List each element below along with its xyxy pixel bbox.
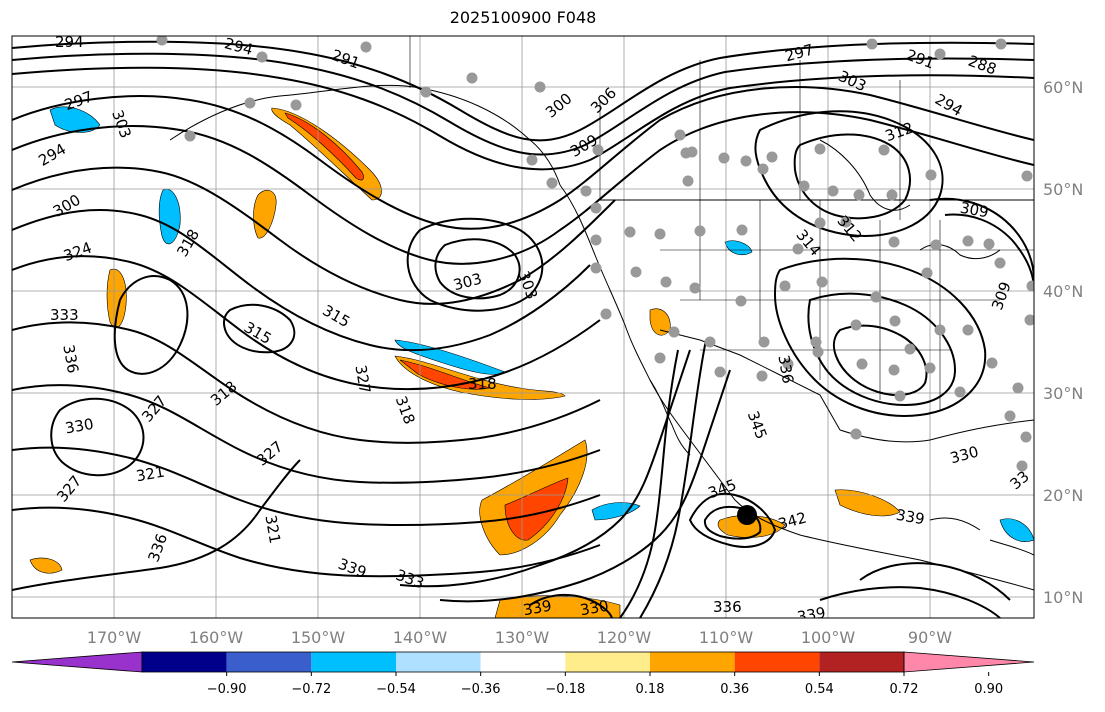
colorbar-segment <box>565 652 650 672</box>
contour-label: 339 <box>796 604 827 627</box>
positive-region-gulf-alaska <box>271 107 382 201</box>
lon-label: 90°W <box>908 628 952 647</box>
latitude-labels: 60°N 50°N 40°N 30°N 20°N 10°N <box>1043 78 1083 607</box>
colorbar-segment <box>734 652 820 672</box>
colorbar-tick-label: 0.54 <box>805 682 834 697</box>
contour-label: 327 <box>351 364 374 395</box>
contour-label: 339 <box>895 506 926 529</box>
positive-region-northeast-pacific <box>253 189 277 239</box>
colorbar-tick-label: −0.36 <box>461 682 501 697</box>
colorbar-extend-min <box>11 651 143 673</box>
colorbar-frame <box>141 651 905 673</box>
strong-positive-region-gulf-alaska <box>284 112 364 181</box>
contour-label: 330 <box>579 597 610 620</box>
lon-label: 100°W <box>801 628 856 647</box>
colorbar-tick-label: 0.72 <box>890 682 919 697</box>
lon-label: 140°W <box>393 628 448 647</box>
contour-label: 336 <box>713 598 742 616</box>
contour-label: 321 <box>261 514 284 545</box>
contour-label: 318 <box>468 375 497 393</box>
map-panel: 294 294 291 297 303 294 300 324 318 333 … <box>11 33 1035 627</box>
baja-california <box>649 379 691 456</box>
negative-region-caribbean <box>999 518 1034 542</box>
positive-region-gulf-of-mexico <box>834 489 901 517</box>
shaded-anomaly-fields <box>29 106 1034 618</box>
lon-label: 120°W <box>597 628 652 647</box>
colorbar-tick-label: 0.36 <box>720 682 749 697</box>
state-borders <box>660 200 1034 410</box>
contour-label: 294 <box>55 33 84 51</box>
contour-label: 294 <box>222 34 254 59</box>
colorbar-segment <box>142 652 227 672</box>
contour-label: 333 <box>50 306 79 324</box>
lon-label: 130°W <box>495 628 550 647</box>
colorbar-tick-label: −0.72 <box>291 682 331 697</box>
tropical-cyclone-marker <box>737 505 757 525</box>
positive-region-central-pacific <box>394 355 566 400</box>
colorbar-segment <box>650 652 735 672</box>
negative-region-western-pacific <box>49 106 101 133</box>
lon-label: 110°W <box>699 628 754 647</box>
colorbar: −0.90 −0.72 −0.54 −0.36 −0.18 0.18 0.36 0.54 0.7… <box>11 651 1035 697</box>
colorbar-tick-label: −0.54 <box>376 682 416 697</box>
colorbar-segment <box>226 652 312 672</box>
lat-label: 50°N <box>1043 180 1083 199</box>
hudson-bay <box>819 139 911 211</box>
us-mexico-border <box>659 329 841 431</box>
contour-lines <box>12 40 1034 618</box>
colorbar-tick-label: 0.90 <box>974 682 1003 697</box>
positive-region-west-edge <box>29 557 63 574</box>
lat-label: 10°N <box>1043 588 1083 607</box>
map-title: 2025100900 F048 <box>449 8 597 27</box>
lat-label: 20°N <box>1043 486 1083 505</box>
colorbar-tick-label: 0.18 <box>636 682 665 697</box>
graticule <box>12 36 1034 618</box>
contour-label: 309 <box>959 199 990 222</box>
colorbar-segment <box>396 652 481 672</box>
station-markers <box>156 36 1034 472</box>
positive-region-north-central-pacific <box>106 268 127 328</box>
lat-label: 60°N <box>1043 78 1083 97</box>
west-coast-north-america <box>559 184 1034 591</box>
longitude-labels: 170°W 160°W 150°W 140°W 130°W 120°W 110°… <box>87 628 952 647</box>
lon-label: 150°W <box>291 628 346 647</box>
colorbar-segment <box>480 652 566 672</box>
gulf-coast <box>839 419 1034 443</box>
caribbean-islands <box>929 517 1034 556</box>
lon-label: 170°W <box>87 628 142 647</box>
contour-label: 336 <box>59 343 82 374</box>
map-frame <box>11 35 1035 619</box>
colorbar-extend-max <box>903 651 1035 673</box>
contour-label: 321 <box>135 463 166 486</box>
colorbar-tick-label: −0.90 <box>207 682 247 697</box>
colorbar-tick-label: −0.18 <box>545 682 585 697</box>
negative-region-subtropical-pacific <box>591 502 641 521</box>
lat-label: 40°N <box>1043 282 1083 301</box>
colorbar-segment <box>311 652 396 672</box>
colorbar-segment <box>819 652 904 672</box>
lat-label: 30°N <box>1043 384 1083 403</box>
lon-label: 160°W <box>189 628 244 647</box>
negative-region-hudson <box>724 240 753 255</box>
contour-label: 339 <box>522 597 553 620</box>
contour-label: 330 <box>64 415 95 438</box>
contour-label: 336 <box>774 354 797 385</box>
